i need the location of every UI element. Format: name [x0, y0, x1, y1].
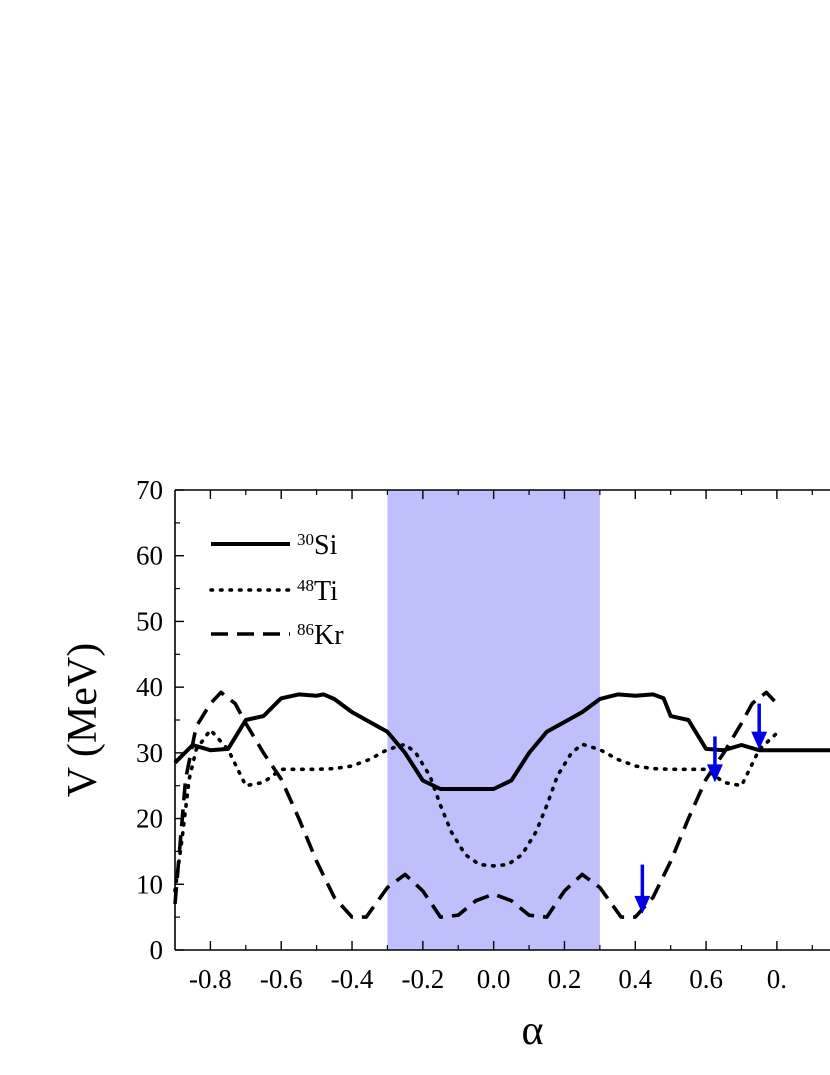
y-tick-label: 10 — [136, 869, 163, 899]
x-tick-label: -0.2 — [401, 964, 444, 994]
x-tick-label: 0.0 — [477, 964, 511, 994]
x-axis-title: α — [521, 1008, 543, 1054]
legend-element-kr: Kr — [314, 620, 344, 651]
legend-element-ti: Ti — [314, 576, 338, 607]
x-tick-label: 0.2 — [548, 964, 582, 994]
x-tick-label: -0.6 — [260, 964, 303, 994]
legend-label-kr: 86Kr — [297, 620, 344, 652]
legend-label-si: 30Si — [297, 530, 338, 562]
x-tick-label: 0.6 — [689, 964, 723, 994]
legend-mass-ti: 48 — [297, 576, 314, 595]
arrow-head — [706, 764, 723, 783]
y-tick-label: 40 — [136, 672, 163, 702]
arrow-head — [634, 895, 651, 914]
x-tick-label: -0.8 — [189, 964, 232, 994]
y-tick-label: 50 — [136, 606, 163, 636]
legend-mass-kr: 86 — [297, 620, 314, 639]
series-line-kr — [173, 690, 779, 919]
y-tick-label: 20 — [136, 804, 163, 834]
y-tick-label: 0 — [150, 935, 164, 965]
y-tick-label: 60 — [136, 541, 163, 571]
arrow-layer — [634, 703, 768, 914]
x-tick-label: 0. — [767, 964, 787, 994]
arrow-head — [751, 731, 768, 750]
series-line-ti — [173, 728, 779, 893]
y-tick-label: 30 — [136, 738, 163, 768]
legend-element-si: Si — [314, 530, 338, 561]
legend-label-ti: 48Ti — [297, 576, 338, 608]
x-tick-label: -0.4 — [331, 964, 374, 994]
y-tick-label: 70 — [136, 475, 163, 505]
legend: 30Si 48Ti 86Kr — [209, 530, 344, 652]
x-tick-label: 0.4 — [618, 964, 652, 994]
legend-mass-si: 30 — [297, 530, 314, 549]
y-axis-title: V (MeV) — [60, 643, 106, 797]
